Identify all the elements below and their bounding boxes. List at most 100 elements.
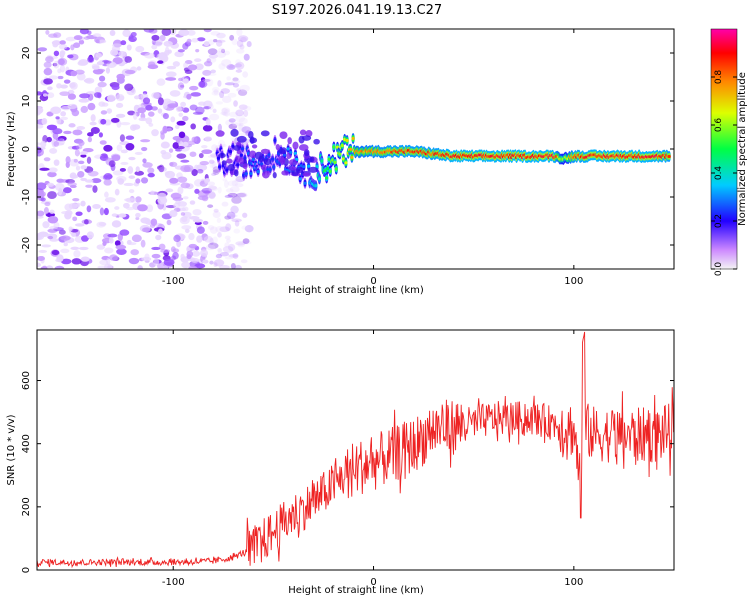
noise-blob [215,226,225,233]
noise-blob [47,235,54,240]
noise-blob [86,156,92,164]
noise-blob [210,69,216,74]
noise-blob [180,182,191,189]
noise-blob [78,39,85,45]
noise-blob [145,104,153,111]
noise-blob [183,211,192,218]
noise-blob [188,243,198,249]
signal-track-cell [326,166,330,171]
noise-blob [182,78,189,84]
noise-blob [136,66,142,71]
signal-spread-blob [233,145,241,151]
noise-blob [114,188,120,196]
noise-blob [169,177,179,184]
noise-blob [241,225,249,230]
noise-blob [207,225,215,230]
noise-blob [135,45,145,53]
spectrogram-signal-track [215,128,671,192]
noise-blob [199,160,210,166]
figure-title: S197.2026.041.19.13.C27 [272,3,442,18]
signal-spread-blob [234,169,239,177]
noise-blob [208,113,220,121]
noise-blob [201,149,213,155]
noise-blob [180,101,187,107]
signal-spread-blob [275,144,281,151]
noise-blob [232,77,239,82]
noise-blob [41,265,48,269]
noise-blob [79,93,91,99]
noise-blob [227,180,237,187]
noise-blob [233,228,241,234]
signal-spread-blob [303,149,310,157]
spectrogram-noise-blobs [37,29,254,269]
signal-track-cell [350,155,354,159]
noise-blob [240,259,248,264]
noise-blob [223,180,229,188]
noise-blob [189,85,199,91]
signal-track-cell [323,168,328,172]
noise-blob [60,111,67,117]
noise-blob [151,246,161,251]
signal-track-cell [266,167,270,172]
noise-blob [156,52,167,61]
noise-blob [221,201,229,207]
noise-blob [167,127,172,132]
noise-blob [110,49,119,56]
noise-blob [209,160,215,169]
signal-track-cell [340,143,344,148]
noise-blob [207,204,214,208]
noise-blob [212,236,218,244]
noise-blob [150,218,158,226]
noise-blob [172,135,182,141]
noise-blob [198,80,208,88]
noise-blob [43,207,49,215]
signal-spread-blob [238,157,245,165]
noise-blob [42,221,50,229]
noise-blob [220,88,230,94]
noise-blob [67,103,78,110]
noise-blob [146,204,154,213]
noise-blob [62,187,72,194]
noise-blob [109,254,118,261]
noise-blob [134,151,143,155]
noise-blob [127,242,137,246]
noise-blob [169,161,178,168]
noise-blob [236,88,241,92]
noise-blob [48,75,59,80]
noise-blob [159,34,166,42]
noise-blob [98,75,106,82]
noise-blob [134,95,140,100]
noise-blob [215,253,223,259]
signal-track-cell [282,153,287,157]
noise-blob [142,97,151,105]
signal-spread-blob [302,172,311,177]
noise-blob [43,67,53,76]
noise-blob [37,182,47,191]
noise-blob [37,210,45,217]
noise-blob [194,188,200,194]
noise-blob [102,174,108,180]
noise-blob [100,110,108,115]
noise-blob [47,171,57,178]
noise-blob [151,253,161,259]
noise-blob [166,219,172,226]
signal-track-cell [218,165,222,169]
noise-blob [182,196,189,200]
signal-track-cell [344,161,348,165]
noise-blob [68,226,73,232]
noise-blob [128,35,137,43]
noise-blob [84,77,95,84]
snr-y-ticks: 0 200 400 600 [21,371,674,573]
noise-blob [96,244,106,250]
noise-blob [164,171,170,176]
noise-blob [95,39,100,44]
signal-spread-blob [299,129,307,136]
noise-blob [221,107,231,114]
noise-blob [135,196,142,203]
noise-blob [63,130,72,135]
noise-blob [190,257,200,263]
noise-blob [196,235,203,243]
noise-blob [106,108,113,114]
noise-blob [108,160,116,168]
noise-blob [47,92,55,99]
